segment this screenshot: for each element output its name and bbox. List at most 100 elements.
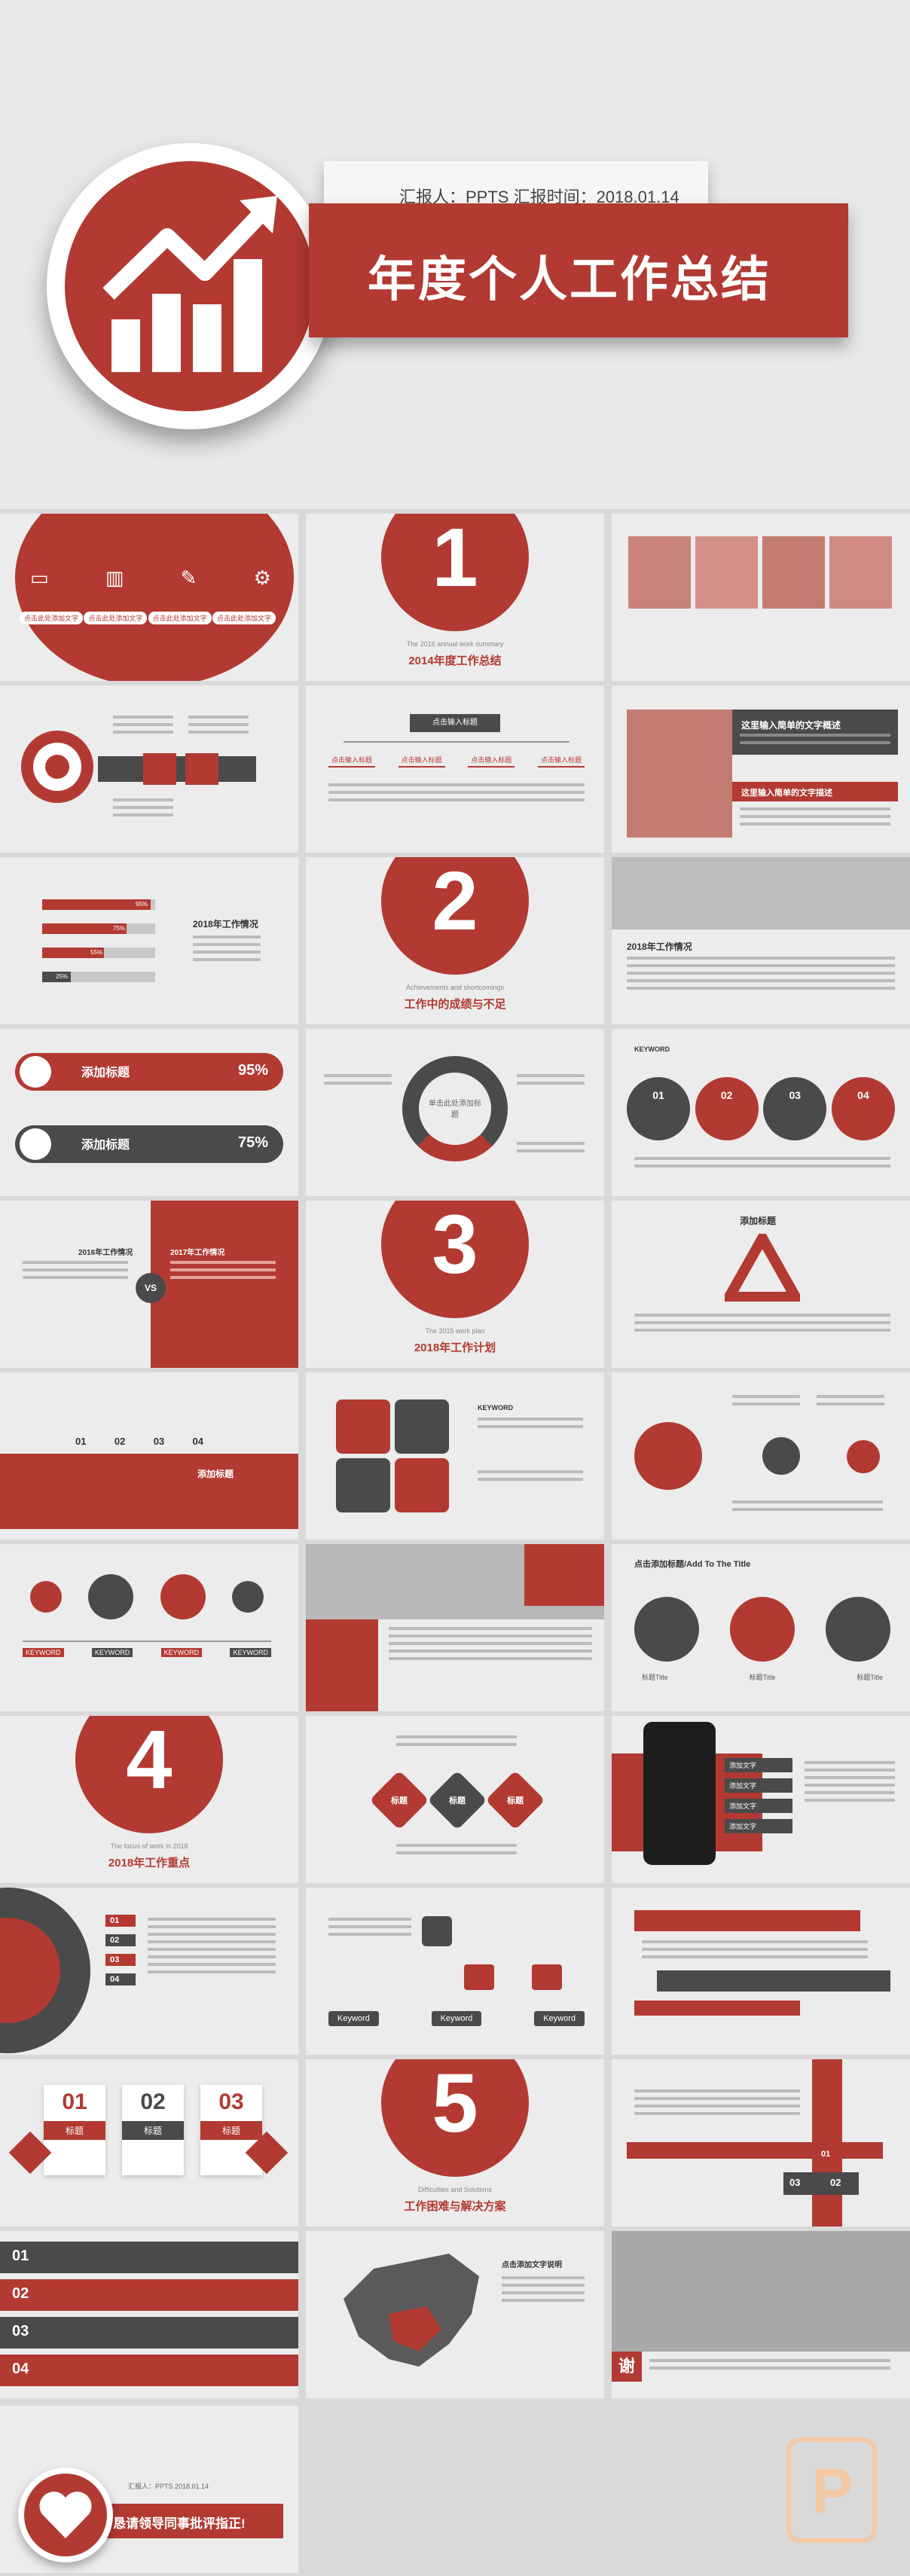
slide-section-4[interactable]: 4 The focus of work in 2018 2018年工作重点 bbox=[0, 1716, 298, 1883]
hex-label: 标题 bbox=[507, 1796, 524, 1805]
slide-cycle[interactable]: 单击此处添加标题 bbox=[306, 1029, 604, 1196]
phone-device bbox=[643, 1722, 716, 1865]
slide-stacked-bars[interactable] bbox=[612, 1888, 910, 2055]
slide-vs[interactable]: 2016年工作情况 2017年工作情况 VS bbox=[0, 1201, 298, 1368]
target-nums: 01 02 03 04 bbox=[105, 1915, 136, 1985]
step-circle: 02 bbox=[695, 1077, 759, 1140]
slide-section-2[interactable]: 2 Achievements and shortcomings 工作中的成绩与不… bbox=[306, 857, 604, 1024]
section-title: 工作中的成绩与不足 bbox=[404, 998, 506, 1011]
section-number: 5 bbox=[432, 2059, 478, 2150]
slide-icons-row[interactable]: ▭ ▥ ✎ ⚙ 点击此处添加文字 点击此处添加文字 点击此处添加文字 点击此处添… bbox=[0, 514, 298, 681]
photo-report-title: 2018年工作情况 bbox=[627, 942, 692, 952]
slide-cards[interactable]: 01 标题 02 标题 03 标题 bbox=[0, 2059, 298, 2227]
slide-progress-bars[interactable]: 2018年工作情况 95% 75% 55% 25% bbox=[0, 857, 298, 1024]
keyword-tag: KEYWORD bbox=[160, 1648, 203, 1657]
circle-labels: 标题Title 标题Title 标题Title bbox=[642, 1672, 883, 1682]
circle-label: 标题Title bbox=[749, 1674, 776, 1681]
side-box bbox=[306, 1619, 378, 1711]
slide-flow[interactable]: Keyword Keyword Keyword bbox=[306, 1888, 604, 2055]
slide-profile[interactable]: 这里输入简单的文字概述 这里输入简单的文字描述 bbox=[612, 685, 910, 853]
number-row: 02 bbox=[0, 2279, 298, 2311]
bar bbox=[657, 1970, 890, 1992]
heart-icon bbox=[39, 2491, 92, 2538]
slide-section-1[interactable]: 1 The 2016 annual work summary 2014年度工作总… bbox=[306, 514, 604, 681]
slide-map[interactable]: 点击添加文字说明 bbox=[306, 2231, 604, 2398]
slide-section-3[interactable]: 3 The 2015 work plan 2018年工作计划 bbox=[306, 1201, 604, 1368]
card-label: 标题 bbox=[44, 2121, 105, 2140]
tools-icon bbox=[634, 1422, 702, 1490]
timeline-num: 01 bbox=[75, 1436, 87, 1447]
section-number-circle: 5 bbox=[381, 2059, 529, 2177]
slide-three-circles[interactable]: 点击添加标题/Add To The Title 标题Title 标题Title … bbox=[612, 1544, 910, 1711]
section-subtitle: Difficulties and Solutions bbox=[418, 2186, 492, 2193]
slide-steps[interactable]: KEYWORD 01 02 03 04 bbox=[612, 1029, 910, 1196]
triangle-title: 添加标题 bbox=[740, 1216, 777, 1226]
slide-org-chart[interactable]: 点击输入标题 点击输入标题 点击输入标题 点击输入标题 点击输入标题 bbox=[306, 685, 604, 853]
vs-left: 2016年工作情况 bbox=[78, 1249, 133, 1257]
section-subtitle: The 2016 annual work summary bbox=[406, 640, 504, 648]
slide-hexagons[interactable]: 标题 标题 标题 bbox=[306, 1716, 604, 1883]
card: 03 标题 bbox=[200, 2085, 262, 2175]
phone-item: 添加文字 bbox=[725, 1778, 792, 1793]
slide-icon-flow[interactable] bbox=[612, 1372, 910, 1540]
chart-icon bbox=[532, 1964, 562, 1990]
arrow-box bbox=[143, 753, 176, 785]
circle-label: 标题Title bbox=[642, 1674, 668, 1681]
flow-keywords: Keyword Keyword Keyword bbox=[328, 2011, 585, 2026]
slide-phone[interactable]: 添加文字 添加文字 添加文字 添加文字 bbox=[612, 1716, 910, 1883]
hero-slide: 汇报人：PPTS 汇报时间：2018.01.14 年度个人工作总结 bbox=[0, 0, 910, 509]
slide-target-list[interactable]: 01 02 03 04 bbox=[0, 1888, 298, 2055]
number-row: 01 bbox=[0, 2242, 298, 2273]
section-number-circle: 2 bbox=[381, 857, 529, 975]
slide-target-arrow[interactable] bbox=[0, 685, 298, 853]
photo-strip bbox=[628, 536, 892, 609]
slide-section-5[interactable]: 5 Difficulties and Solutions 工作困难与解决方案 bbox=[306, 2059, 604, 2227]
arrow-box bbox=[185, 753, 218, 785]
hex-row: 标题 标题 标题 bbox=[369, 1770, 545, 1830]
flow-keyword: Keyword bbox=[431, 2011, 482, 2026]
section-number: 4 bbox=[126, 1716, 173, 1806]
slide-stairs[interactable]: 03 02 01 bbox=[612, 2059, 910, 2227]
bulb-icon bbox=[231, 1581, 264, 1613]
monitor-icon bbox=[464, 1964, 494, 1990]
slide-signing-photo[interactable] bbox=[306, 1544, 604, 1711]
closing-bar bbox=[90, 2504, 283, 2538]
monitor-icon: ▭ bbox=[30, 566, 49, 589]
circle-label: 标题Title bbox=[857, 1674, 883, 1681]
section-number-circle: 1 bbox=[381, 514, 529, 631]
closing-circle bbox=[24, 2474, 107, 2556]
closing-text: 恳请领导同事批评指正! bbox=[113, 2516, 246, 2531]
click-title: 点击添加标题/Add To The Title bbox=[634, 1560, 751, 1569]
org-line bbox=[344, 741, 570, 743]
female-icon bbox=[20, 1056, 51, 1088]
slide-gender-stats[interactable]: 添加标题 95% 添加标题 75% bbox=[0, 1029, 298, 1196]
progress-value: 95% bbox=[136, 901, 148, 908]
hex: 标题 bbox=[485, 1770, 545, 1830]
section-subtitle: The focus of work in 2018 bbox=[110, 1842, 188, 1850]
progress-fill bbox=[42, 923, 127, 934]
slide-photo-report[interactable]: 2018年工作情况 bbox=[612, 857, 910, 1024]
icon-label: 点击此处添加文字 bbox=[20, 612, 84, 624]
slide-number-rows[interactable]: 01 02 03 04 bbox=[0, 2231, 298, 2398]
cards-row: 01 标题 02 标题 03 标题 bbox=[44, 2085, 262, 2175]
section-number-circle: 3 bbox=[381, 1201, 529, 1318]
slide-thanks[interactable]: 谢 bbox=[612, 2231, 910, 2398]
slide-photo-strip[interactable] bbox=[612, 514, 910, 681]
icon-row-line bbox=[23, 1641, 271, 1642]
icon-label: 点击此处添加文字 bbox=[148, 612, 212, 624]
slide-triangle[interactable]: 添加标题 bbox=[612, 1201, 910, 1368]
org-node: 点击输入标题 bbox=[398, 753, 445, 768]
step-circle: 01 bbox=[627, 1077, 690, 1140]
org-nodes: 点击输入标题 点击输入标题 点击输入标题 点击输入标题 bbox=[328, 753, 585, 768]
timeline-band bbox=[0, 1454, 298, 1529]
timeline-num: 04 bbox=[192, 1436, 203, 1447]
number-row: 03 bbox=[0, 2317, 298, 2349]
slide-timeline[interactable]: 01 02 03 04 添加标题 bbox=[0, 1372, 298, 1540]
growth-chart-icon bbox=[102, 196, 277, 372]
slide-quad[interactable]: KEYWORD bbox=[306, 1372, 604, 1540]
icon-label: 点击此处添加文字 bbox=[212, 612, 276, 624]
closing-slide[interactable]: 汇报人：PPTS 2018.01.14 恳请领导同事批评指正! bbox=[0, 2406, 298, 2573]
empty-area bbox=[303, 2406, 910, 2576]
chart-icon: ▥ bbox=[105, 566, 124, 589]
slide-icon-row[interactable]: KEYWORD KEYWORD KEYWORD KEYWORD bbox=[0, 1544, 298, 1711]
